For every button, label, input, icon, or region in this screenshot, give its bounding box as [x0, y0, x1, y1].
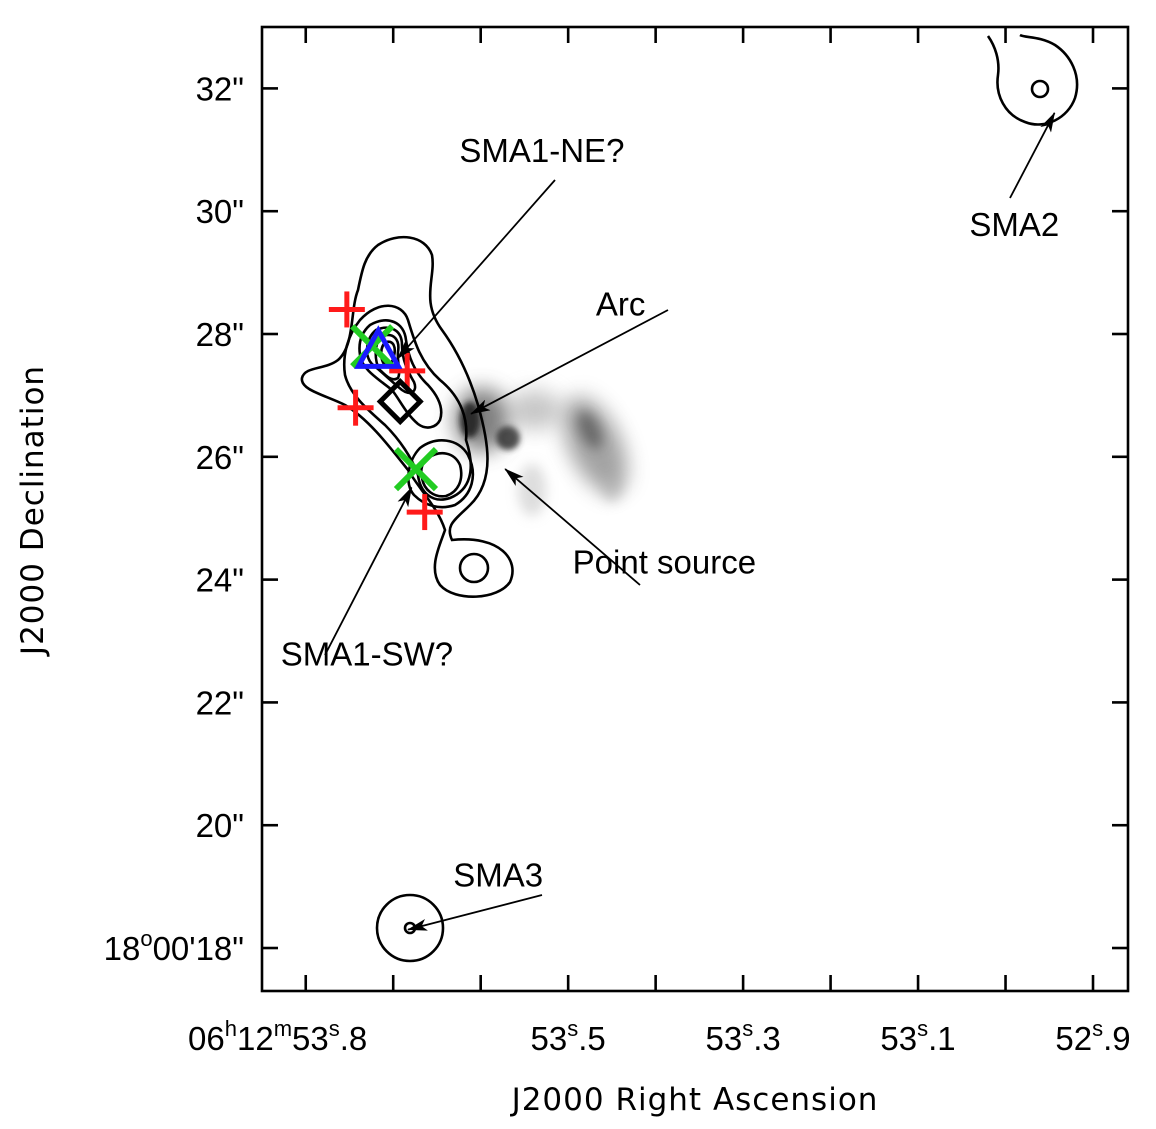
greyscale-tail: [518, 464, 546, 516]
x-tick-label-2: 53s.3: [705, 1016, 780, 1057]
greyscale-west-core: [577, 411, 603, 449]
annotation-arrow-sma1-sw: [324, 486, 413, 656]
blue-triangle-marker-0: [354, 325, 403, 369]
greyscale-tail2: [602, 474, 622, 502]
plot-frame: [260, 25, 1130, 993]
y-axis-label: J2000 Declination: [15, 365, 51, 657]
y-tick-label-4: 24": [196, 562, 244, 599]
red-plus-marker-1: [337, 389, 374, 426]
x-tick-label-1: 53s.5: [531, 1016, 606, 1057]
annotation-sma3: SMA3: [453, 857, 543, 894]
x-tick-label-0: 06h12m53s.8: [188, 1016, 367, 1057]
annotation-sma1-sw: SMA1-SW?: [281, 636, 453, 673]
annotation-arrow-sma2: [1009, 112, 1056, 199]
x-axis-label: J2000 Right Ascension: [510, 1082, 879, 1118]
y-tick-label-0: 32": [196, 70, 244, 107]
contour-sma3-outer: [375, 893, 445, 963]
annotation-arrow-sma1-ne: [396, 179, 556, 360]
annotation-sma1-ne: SMA1-NE?: [459, 132, 624, 169]
x-tick-label-3: 53s.1: [880, 1016, 955, 1057]
tick-labels: 06h12m53s.8 53s.5 53s.3 53s.1 52s.9 32" 30" 28"…: [104, 70, 1131, 1057]
x-tick-label-4: 52s.9: [1055, 1016, 1130, 1057]
axes: [260, 25, 1130, 993]
red-plus-marker-2: [406, 494, 443, 531]
greyscale-point-core: [496, 426, 520, 450]
y-tick-label-3: 26": [196, 439, 244, 476]
y-tick-label-5: 22": [196, 684, 244, 721]
greyscale-emission: [454, 388, 628, 516]
contour-sma2-outer: [986, 33, 1079, 126]
contour-sma1-sw: [407, 439, 475, 509]
annotation-arc: Arc: [596, 286, 646, 323]
greyscale-arc-core: [460, 402, 480, 438]
contour-sma1-south: [458, 552, 490, 584]
contours: [300, 33, 1079, 963]
contour-sma1-outer: [300, 235, 514, 598]
annotations: SMA1-NE? Arc Point source SMA1-SW? SMA2 SMA3: [281, 112, 1059, 931]
annotation-arrow-point-source: [504, 468, 641, 586]
annotation-arrow-arc: [470, 309, 669, 415]
markers: [328, 291, 443, 531]
contour-sma2-inner: [1030, 79, 1050, 99]
annotation-point-source: Point source: [573, 543, 756, 580]
y-tick-label-2: 28": [196, 316, 244, 353]
black-diamond-marker-0: [376, 378, 424, 426]
greyscale-mid: [509, 390, 561, 430]
y-tick-label-7: 18o00'18": [104, 926, 244, 967]
annotation-sma2: SMA2: [969, 206, 1059, 243]
red-plus-marker-0: [328, 291, 365, 328]
annotation-arrow-sma3: [407, 894, 543, 931]
green-x-marker-1: [393, 446, 439, 492]
y-tick-label-6: 20": [196, 807, 244, 844]
y-tick-label-1: 30": [196, 193, 244, 230]
